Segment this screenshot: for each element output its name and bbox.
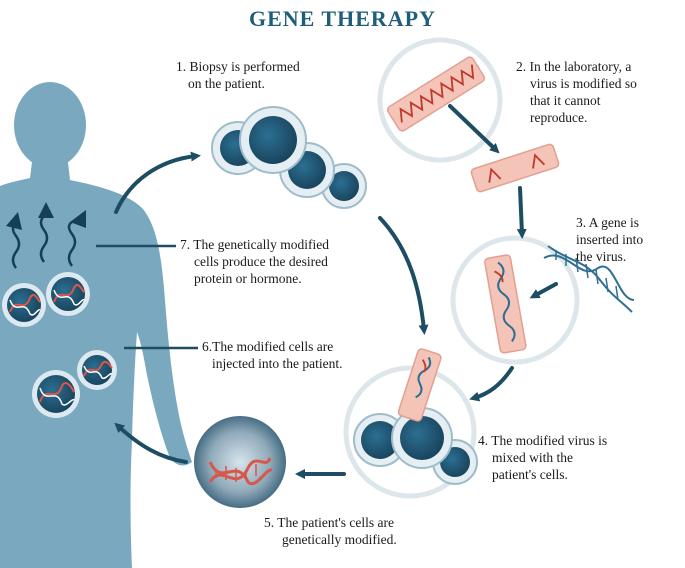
- step-1-label: 1. Biopsy is performed on the patient.: [176, 58, 300, 92]
- step-3-label: 3. A gene is inserted into the virus.: [576, 214, 643, 265]
- step-7-line-3: protein or hormone.: [194, 271, 302, 286]
- arrow-virus-to-modified: [448, 104, 500, 154]
- step-7-line-1: 7. The genetically modified: [180, 237, 329, 252]
- dna-strand-gene: [543, 245, 635, 313]
- step-6-line-2: injected into the patient.: [212, 356, 343, 371]
- arrow-insertion-to-mixing: [469, 366, 514, 402]
- body-cell-lower-right: [77, 350, 117, 390]
- arrow-dna-into-virus: [529, 282, 558, 299]
- arrow-cell-to-body: [114, 422, 188, 464]
- arrow-modified-to-insertion: [516, 186, 527, 239]
- step-4-line-2: mixed with the: [492, 450, 573, 465]
- step-2-line-3: that it cannot: [530, 93, 601, 108]
- step-4-line-3: patient's cells.: [492, 467, 568, 482]
- step-2-line-4: reproduce.: [530, 110, 588, 125]
- body-cell-lower-left: [32, 370, 80, 418]
- wavy-arrow-2: [39, 215, 49, 263]
- step-4-label: 4. The modified virus is mixed with the …: [478, 432, 607, 483]
- virus-cell-mixing-circle: [343, 348, 478, 499]
- step-3-line-2: inserted into: [576, 232, 644, 247]
- body-head: [14, 82, 86, 168]
- step-5-label: 5. The patient's cells are genetically m…: [264, 514, 397, 548]
- step-6-line-1: 6.The modified cells are: [202, 339, 334, 354]
- biopsy-cell-cluster: [211, 106, 367, 209]
- step-1-line-1: 1. Biopsy is performed: [176, 59, 300, 74]
- step-2-line-2: virus is modified so: [530, 76, 637, 91]
- wavy-arrow-3: [67, 220, 77, 267]
- arrowhead-3: [70, 210, 86, 228]
- step-4-line-1: 4. The modified virus is: [478, 433, 608, 448]
- emission-arrowheads: [6, 202, 86, 230]
- step-2-line-1: 2. In the laboratory, a: [516, 59, 632, 74]
- virus-lab-circle: [377, 37, 503, 163]
- protein-emission-arrows: [11, 215, 77, 269]
- body-cell-upper-right: [46, 272, 90, 316]
- arrow-biopsy-to-mixing: [378, 216, 429, 335]
- step-7-label: 7. The genetically modified cells produc…: [180, 236, 329, 287]
- step-1-line-2: on the patient.: [188, 76, 265, 91]
- modified-virus: [470, 143, 560, 193]
- step-3-line-1: 3. A gene is: [576, 215, 639, 230]
- step-6-label: 6.The modified cells are injected into t…: [202, 338, 342, 372]
- arrow-body-to-biopsy: [114, 151, 201, 214]
- step-5-line-2: genetically modified.: [282, 532, 397, 547]
- cycle-arrows: [114, 104, 558, 479]
- arrowhead-1: [6, 212, 22, 230]
- step-5-line-1: 5. The patient's cells are: [264, 515, 395, 530]
- leader-lines: [96, 244, 198, 350]
- step-3-line-3: the virus.: [576, 249, 627, 264]
- step-2-label: 2. In the laboratory, a virus is modifie…: [516, 58, 637, 126]
- modified-cell: [194, 416, 286, 508]
- gene-insertion-circle: [450, 235, 580, 365]
- page-title: GENE THERAPY: [248, 6, 436, 31]
- wavy-arrow-1: [11, 222, 21, 269]
- step-7-line-2: cells produce the desired: [194, 254, 328, 269]
- body-cell-upper-left: [2, 283, 46, 327]
- arrowhead-2: [38, 202, 54, 218]
